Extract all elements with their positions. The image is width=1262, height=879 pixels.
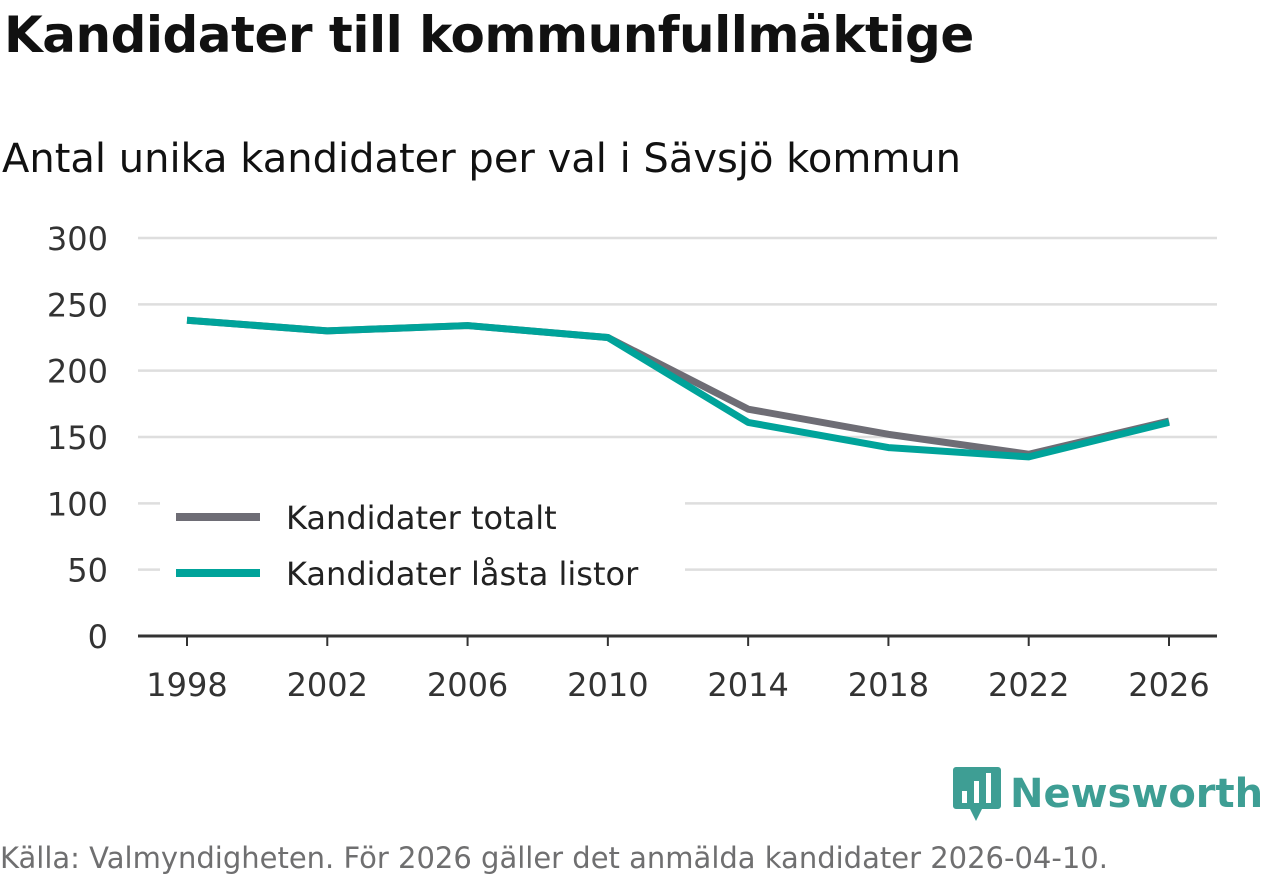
chart-subtitle: Antal unika kandidater per val i Sävsjö … (2, 136, 961, 182)
legend-background (160, 490, 685, 602)
x-tick-label: 2014 (707, 666, 788, 704)
line-chart: 0 50 100 150 200 250 300 1998 2002 2006 2010 2014 20… (47, 220, 1217, 704)
chart-title: Kandidater till kommunfullmäktige (4, 6, 974, 64)
series-line-1 (186, 316, 1170, 461)
y-tick-label: 0 (88, 618, 108, 656)
y-tick-label: 50 (67, 552, 108, 590)
series-line-0 (186, 316, 1170, 458)
x-tick-label: 2026 (1128, 666, 1209, 704)
y-tick-label: 250 (47, 286, 108, 324)
x-tick-label: 2002 (287, 666, 368, 704)
y-tick-label: 100 (47, 485, 108, 523)
y-tick-label: 150 (47, 419, 108, 457)
source-note: Källa: Valmyndigheten. För 2026 gäller d… (0, 841, 1108, 875)
x-tick-label: 2010 (567, 666, 648, 704)
x-tick-label: 2006 (427, 666, 508, 704)
y-tick-label: 300 (47, 220, 108, 258)
legend-label-1: Kandidater låsta listor (286, 555, 639, 593)
x-tick-label: 2018 (848, 666, 929, 704)
x-tick-label: 2022 (988, 666, 1069, 704)
legend-label-0: Kandidater totalt (286, 499, 557, 537)
x-tick-label: 1998 (146, 666, 227, 704)
newsworthy-logo-icon (953, 767, 1001, 821)
newsworthy-logo: Newsworthy (952, 762, 1262, 826)
y-tick-label: 200 (47, 353, 108, 391)
logo-text: Newsworthy (1010, 771, 1262, 817)
